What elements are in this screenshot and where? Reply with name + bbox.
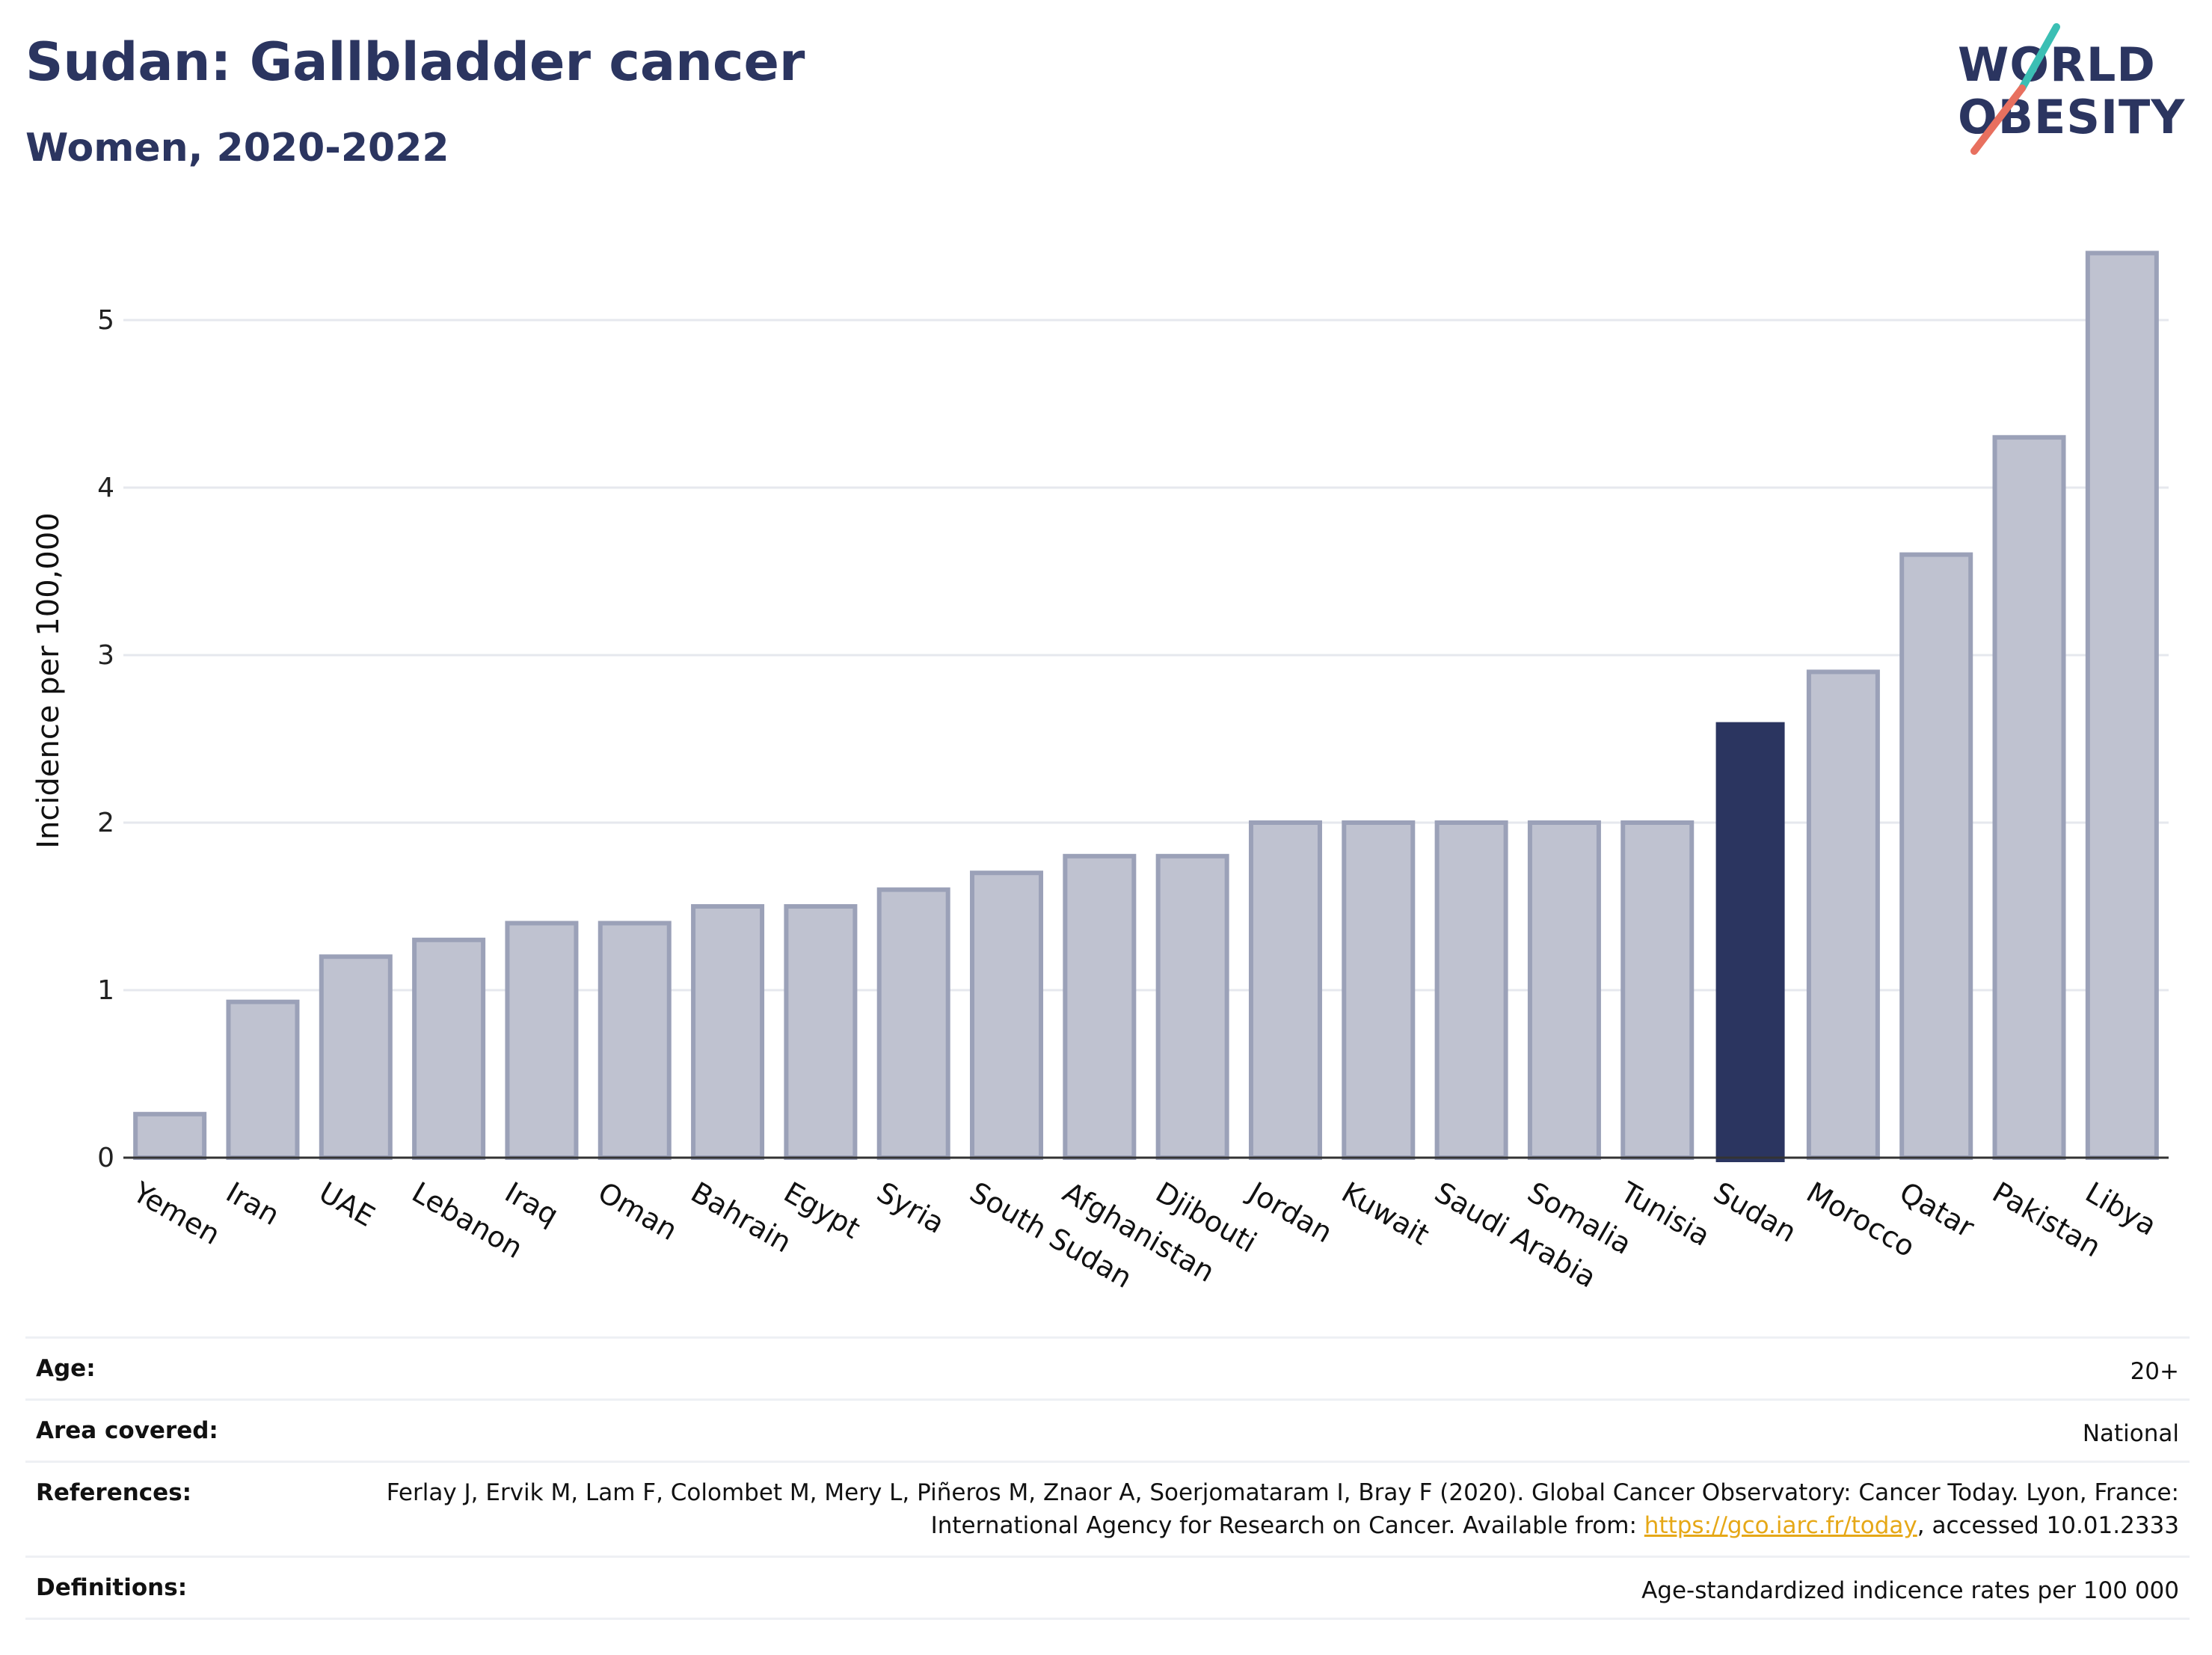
x-tick-label: Syria <box>871 1176 950 1240</box>
x-tick-label: Bahrain <box>686 1176 797 1259</box>
bar-iraq <box>505 921 579 1161</box>
bar-syria <box>876 887 950 1160</box>
bar-morocco <box>1806 669 1880 1160</box>
info-row-age: Age: 20+ <box>25 1336 2190 1398</box>
bar-uae <box>319 954 393 1160</box>
info-row-area: Area covered: National <box>25 1398 2190 1461</box>
bar-libya <box>2085 251 2159 1160</box>
bar-lebanon <box>412 937 486 1160</box>
definitions-value: Age-standardized indicence rates per 100… <box>1641 1577 2179 1604</box>
x-tick-label: Yemen <box>127 1175 226 1251</box>
area-label: Area covered: <box>36 1417 218 1444</box>
y-tick-label: 0 <box>97 1143 114 1173</box>
bar-kuwait <box>1342 820 1416 1160</box>
page-subtitle: Women, 2020-2022 <box>25 126 449 171</box>
info-table: Age: 20+ Area covered: National Referenc… <box>25 1336 2190 1620</box>
bars <box>133 251 2159 1162</box>
bar-yemen <box>133 1111 207 1161</box>
bar-afghanistan <box>1063 853 1137 1160</box>
references-link[interactable]: https://gco.iarc.fr/today <box>1644 1512 1917 1539</box>
bar-iran <box>226 999 300 1161</box>
bar-saudi-arabia <box>1434 820 1508 1160</box>
references-value: Ferlay J, Ervik M, Lam F, Colombet M, Me… <box>384 1476 2179 1542</box>
references-suffix: , accessed 10.01.2333 <box>1917 1512 2179 1539</box>
logo-slash-icon <box>1970 23 2060 155</box>
bar-jordan <box>1248 820 1322 1160</box>
bar-somalia <box>1527 820 1601 1160</box>
x-tick-label: Sudan <box>1708 1176 1802 1249</box>
y-axis-label: Incidence per 100,000 <box>31 512 66 849</box>
x-tick-label: Kuwait <box>1336 1176 1435 1252</box>
x-tick-label: Iran <box>221 1176 285 1232</box>
bar-tunisia <box>1620 820 1695 1160</box>
bar-egypt <box>784 904 858 1160</box>
references-text: Ferlay J, Ervik M, Lam F, Colombet M, Me… <box>386 1479 2179 1539</box>
definitions-label: Definitions: <box>36 1574 188 1601</box>
bar-oman <box>597 921 672 1161</box>
bar-south-sudan <box>970 871 1044 1160</box>
info-row-references: References: Ferlay J, Ervik M, Lam F, Co… <box>25 1461 2190 1556</box>
x-tick-label: UAE <box>313 1176 380 1233</box>
age-value: 20+ <box>2130 1358 2179 1385</box>
bar-qatar <box>1899 552 1973 1161</box>
page-title: Sudan: Gallbladder cancer <box>25 31 805 93</box>
age-label: Age: <box>36 1355 96 1382</box>
x-tick-label: Oman <box>592 1176 683 1247</box>
y-tick-label: 1 <box>97 975 114 1006</box>
y-tick-label: 4 <box>97 473 114 503</box>
y-tick-label: 5 <box>97 305 114 336</box>
y-tick-label: 2 <box>97 808 114 838</box>
bar-djibouti <box>1155 853 1229 1160</box>
x-tick-label: Iraq <box>500 1176 564 1232</box>
logo-line-1: WORLD <box>1958 37 2156 92</box>
y-tick-labels: 0 1 2 3 4 5 <box>97 305 114 1173</box>
world-obesity-logo: WORLD OBESITY <box>1944 22 2199 165</box>
info-row-definitions: Definitions: Age-standardized indicence … <box>25 1556 2190 1620</box>
bar-bahrain <box>691 904 765 1160</box>
bar-pakistan <box>1992 435 2066 1160</box>
bar-sudan <box>1715 722 1785 1162</box>
y-tick-label: 3 <box>97 640 114 671</box>
area-value: National <box>2082 1420 2179 1447</box>
references-label: References: <box>36 1479 192 1506</box>
